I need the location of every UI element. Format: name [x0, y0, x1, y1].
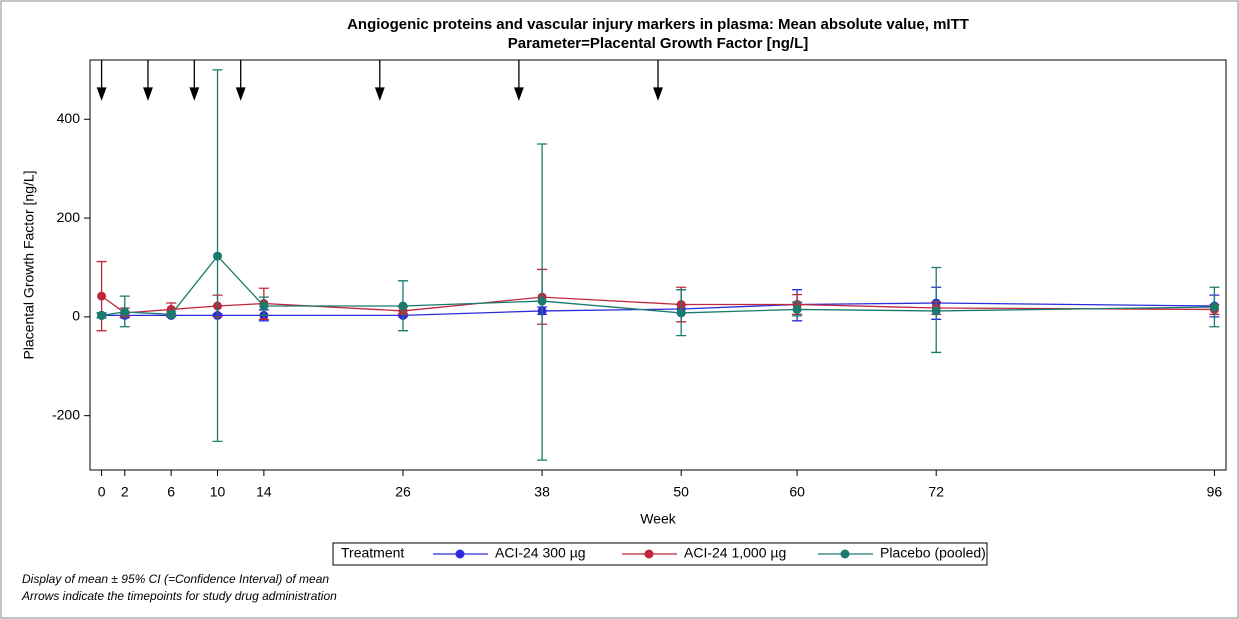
x-tick-label: 72: [928, 484, 944, 500]
x-tick-label: 2: [121, 484, 129, 500]
administration-arrow: [96, 60, 107, 101]
chart-title: Angiogenic proteins and vascular injury …: [347, 16, 969, 33]
legend-label: ACI-24 300 µg: [495, 545, 586, 561]
marker: [398, 301, 408, 311]
y-tick-label: -200: [52, 406, 80, 422]
marker: [537, 296, 547, 306]
y-tick-label: 0: [72, 308, 80, 324]
marker: [792, 304, 802, 314]
marker: [166, 309, 176, 319]
marker: [931, 306, 941, 316]
x-axis-label: Week: [640, 511, 677, 527]
legend-label: ACI-24 1,000 µg: [684, 545, 786, 561]
x-tick-label: 14: [256, 484, 272, 500]
legend-title: Treatment: [341, 545, 404, 561]
y-tick-label: 200: [57, 209, 81, 225]
x-tick-label: 50: [673, 484, 689, 500]
marker: [97, 310, 107, 320]
administration-arrow: [189, 60, 200, 101]
x-tick-label: 60: [789, 484, 805, 500]
y-tick-label: 400: [57, 110, 81, 126]
administration-arrow: [235, 60, 246, 101]
marker: [1209, 302, 1219, 312]
marker: [259, 301, 269, 311]
x-tick-label: 38: [534, 484, 550, 500]
x-tick-label: 6: [167, 484, 175, 500]
administration-arrow: [513, 60, 524, 101]
legend-marker: [840, 549, 850, 559]
administration-arrow: [653, 60, 663, 101]
footnote: Arrows indicate the timepoints for study…: [21, 589, 337, 603]
x-tick-label: 0: [98, 484, 106, 500]
marker: [676, 308, 686, 318]
marker: [213, 251, 223, 261]
administration-arrow: [143, 60, 153, 101]
marker: [97, 291, 107, 301]
y-axis-label: Placental Growth Factor [ng/L]: [21, 170, 37, 359]
administration-arrow: [374, 60, 385, 101]
chart-subtitle: Parameter=Placental Growth Factor [ng/L]: [508, 35, 809, 52]
legend-marker: [455, 549, 465, 559]
x-tick-label: 10: [210, 484, 226, 500]
marker: [120, 307, 130, 317]
x-tick-label: 26: [395, 484, 411, 500]
legend-marker: [644, 549, 654, 559]
x-tick-label: 96: [1207, 484, 1223, 500]
legend-label: Placebo (pooled): [880, 545, 986, 561]
footnote: Display of mean ± 95% CI (=Confidence In…: [22, 572, 329, 586]
